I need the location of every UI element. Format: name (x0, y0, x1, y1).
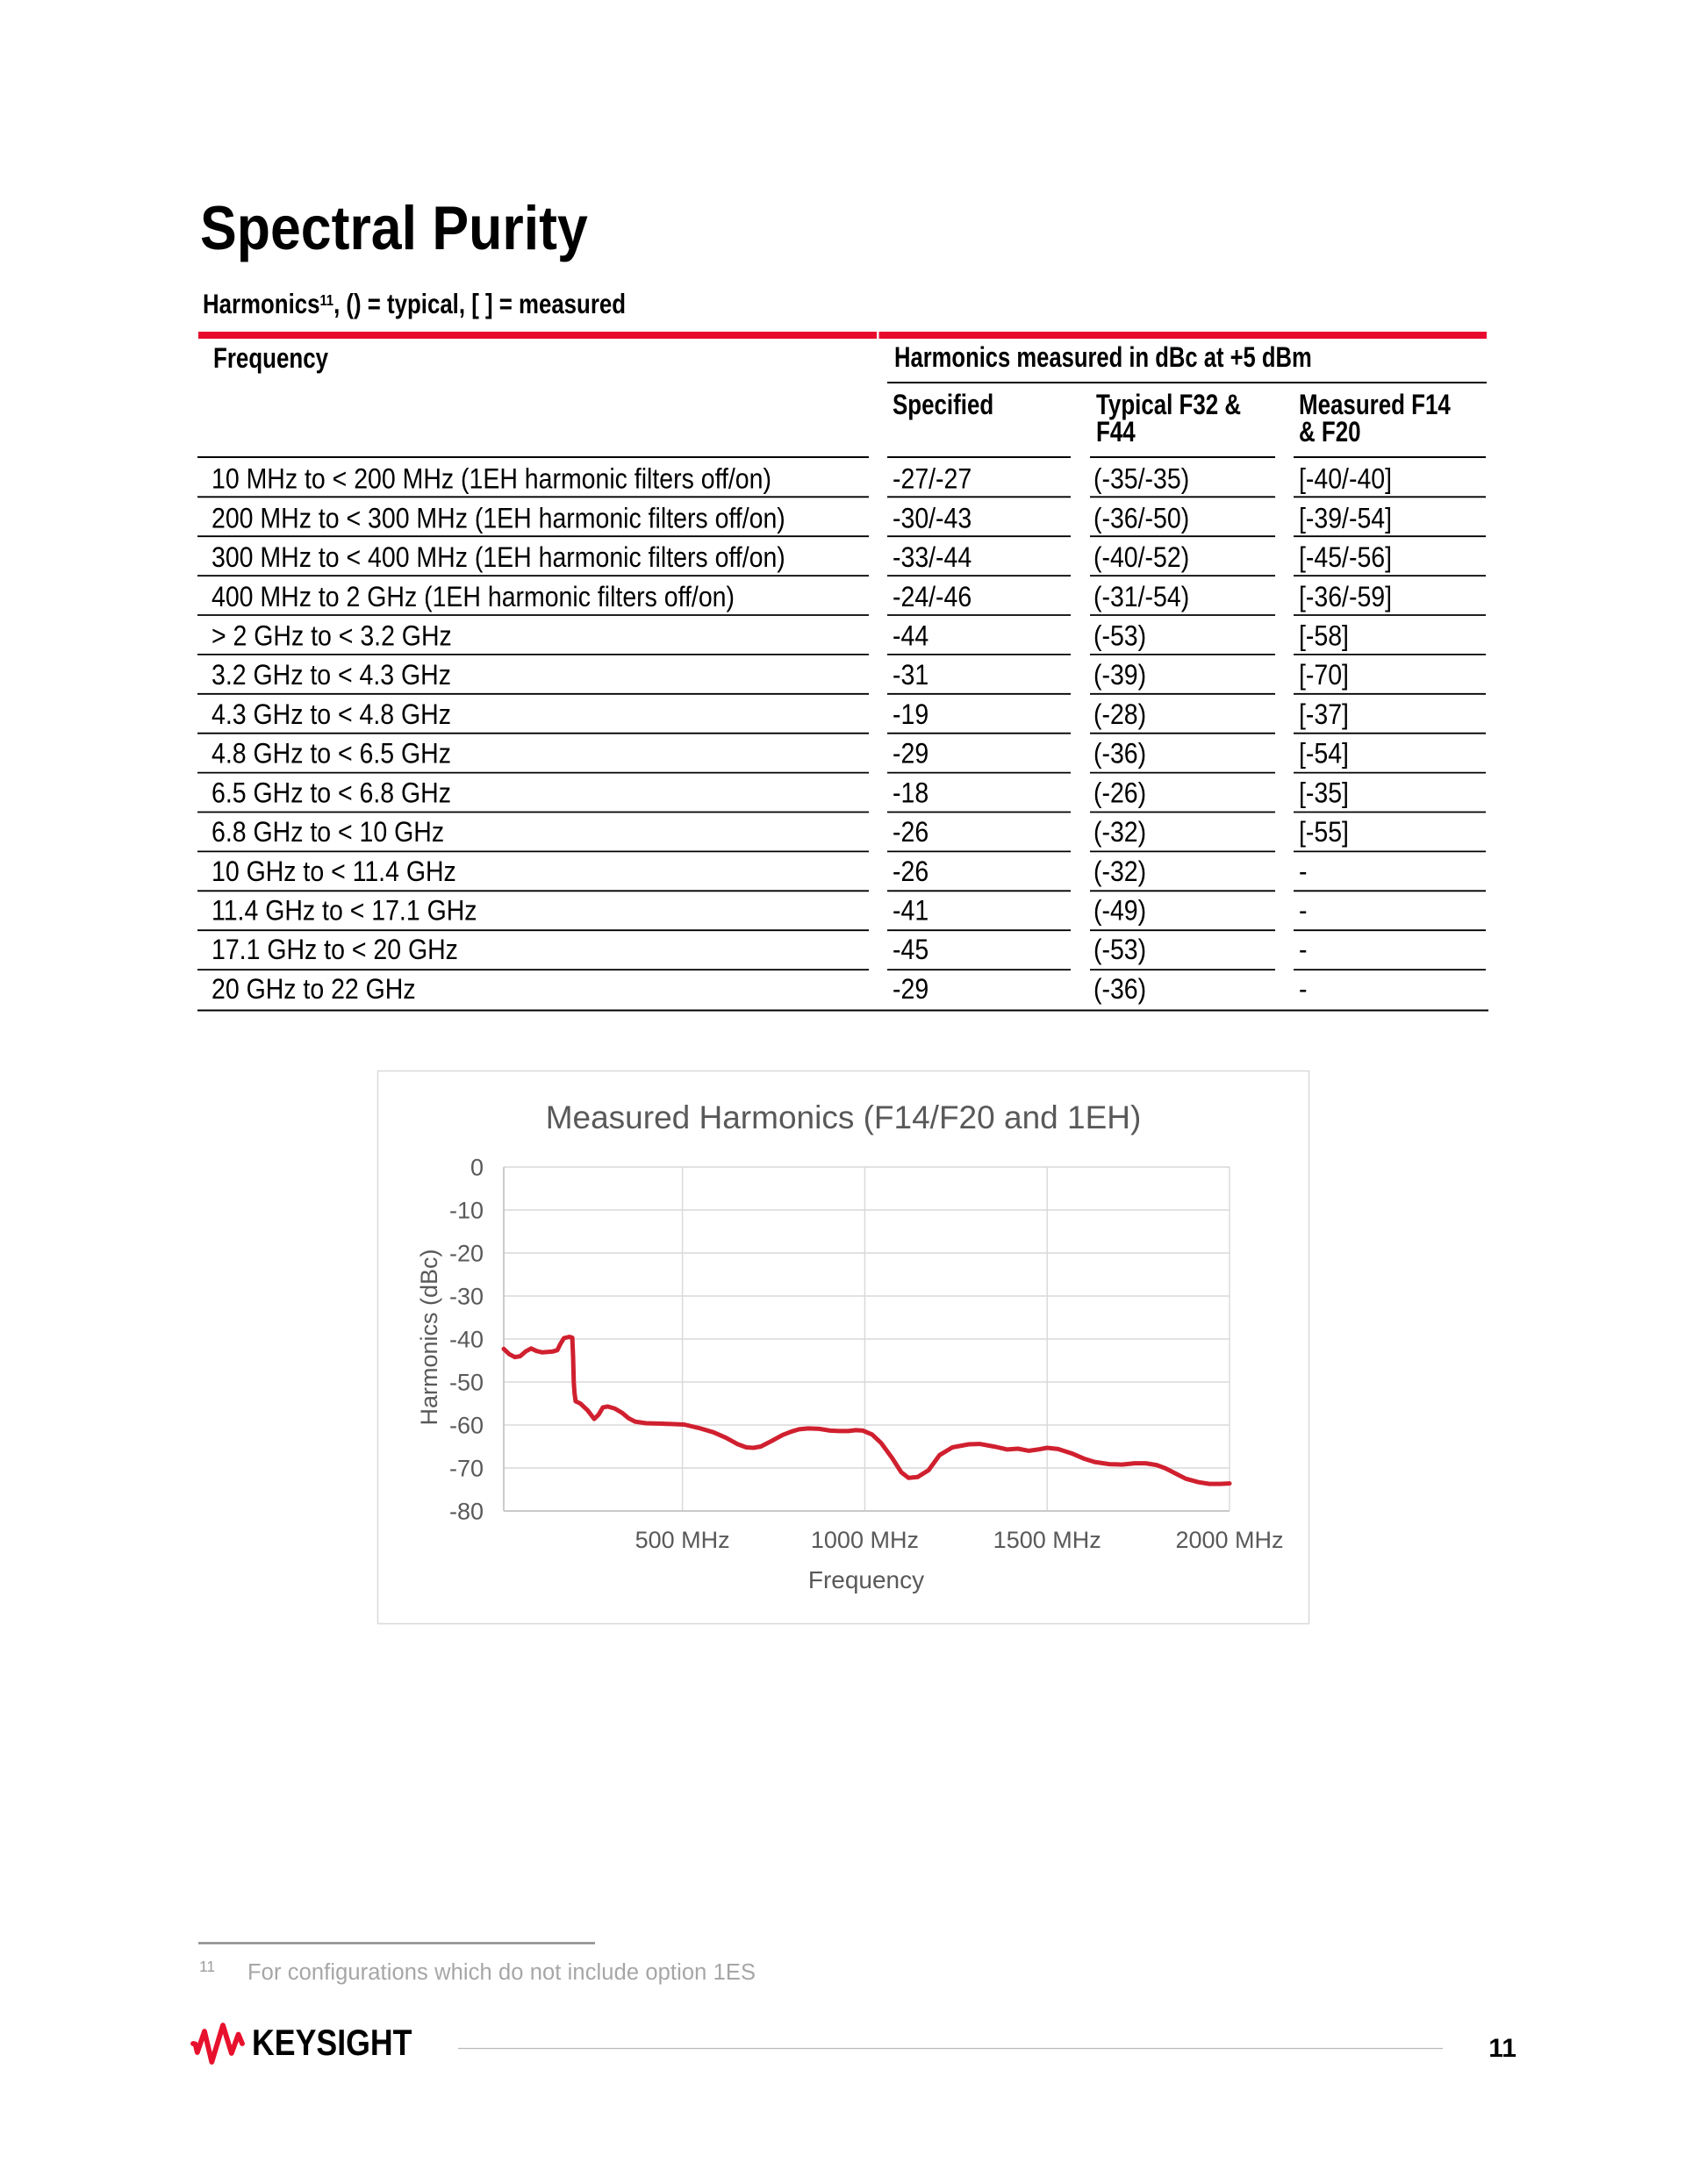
svg-text:2000 MHz: 2000 MHz (1175, 1527, 1283, 1553)
svg-text:300 MHz to < 400 MHz (1EH harm: 300 MHz to < 400 MHz (1EH harmonic filte… (212, 543, 785, 574)
svg-text:-26: -26 (893, 818, 929, 849)
svg-text:4.8 GHz to < 6.5 GHz: 4.8 GHz to < 6.5 GHz (212, 739, 451, 770)
svg-text:-30: -30 (449, 1284, 484, 1310)
svg-text:Harmonics11, () = typical, [ ]: Harmonics11, () = typical, [ ] = measure… (203, 290, 626, 320)
svg-text:1000 MHz: 1000 MHz (811, 1527, 919, 1553)
svg-text:-: - (1299, 935, 1307, 966)
svg-text:-29: -29 (893, 974, 929, 1005)
svg-text:200 MHz to < 300 MHz (1EH harm: 200 MHz to < 300 MHz (1EH harmonic filte… (212, 504, 785, 534)
svg-text:-45: -45 (893, 935, 929, 966)
svg-text:-: - (1299, 974, 1307, 1005)
svg-text:[-36/-59]: [-36/-59] (1299, 582, 1392, 612)
svg-text:KEYSIGHT: KEYSIGHT (252, 2023, 412, 2063)
svg-text:-24/-46: -24/-46 (893, 582, 972, 612)
svg-text:F44: F44 (1096, 418, 1136, 448)
svg-text:10 GHz to < 11.4 GHz: 10 GHz to < 11.4 GHz (212, 856, 456, 887)
svg-text:[-35]: [-35] (1299, 778, 1349, 809)
svg-text:-20: -20 (449, 1241, 484, 1267)
svg-text:(-31/-54): (-31/-54) (1093, 582, 1189, 612)
svg-text:& F20: & F20 (1299, 418, 1361, 448)
svg-text:Frequency: Frequency (808, 1566, 924, 1593)
svg-text:[-55]: [-55] (1299, 818, 1349, 849)
svg-text:-29: -29 (893, 739, 929, 770)
svg-text:Harmonics measured in dBc at +: Harmonics measured in dBc at +5 dBm (894, 342, 1312, 373)
svg-text:-18: -18 (893, 778, 929, 809)
svg-text:Specified: Specified (893, 390, 993, 421)
svg-text:1500 MHz: 1500 MHz (993, 1527, 1101, 1553)
svg-text:500 MHz: 500 MHz (635, 1527, 730, 1553)
svg-text:-70: -70 (449, 1456, 484, 1482)
svg-text:10 MHz to < 200 MHz (1EH harmo: 10 MHz to < 200 MHz (1EH harmonic filter… (212, 464, 771, 495)
svg-text:For configurations which do no: For configurations which do not include … (247, 1960, 756, 1985)
svg-text:(-53): (-53) (1093, 621, 1146, 652)
svg-text:Spectral Purity: Spectral Purity (200, 195, 588, 263)
svg-text:-27/-27: -27/-27 (893, 464, 972, 495)
svg-text:-10: -10 (449, 1198, 484, 1224)
svg-text:> 2 GHz to < 3.2 GHz: > 2 GHz to < 3.2 GHz (212, 621, 452, 652)
svg-text:Typical F32 &: Typical F32 & (1096, 390, 1241, 421)
svg-text:(-40/-52): (-40/-52) (1093, 543, 1189, 574)
svg-text:[-45/-56]: [-45/-56] (1299, 543, 1392, 574)
svg-text:[-40/-40]: [-40/-40] (1299, 464, 1392, 495)
svg-text:-33/-44: -33/-44 (893, 543, 972, 574)
svg-text:-80: -80 (449, 1499, 484, 1525)
svg-text:(-39): (-39) (1093, 661, 1146, 691)
svg-text:(-53): (-53) (1093, 935, 1146, 966)
svg-text:17.1 GHz to < 20 GHz: 17.1 GHz to < 20 GHz (212, 935, 458, 966)
svg-text:(-32): (-32) (1093, 818, 1146, 849)
svg-text:(-32): (-32) (1093, 856, 1146, 887)
svg-text:Measured F14: Measured F14 (1299, 390, 1452, 421)
svg-text:(-36): (-36) (1093, 974, 1146, 1005)
svg-text:0: 0 (470, 1155, 484, 1181)
svg-text:Frequency: Frequency (213, 344, 329, 375)
svg-text:Harmonics (dBc): Harmonics (dBc) (416, 1249, 442, 1425)
svg-text:[-70]: [-70] (1299, 661, 1349, 691)
svg-text:Measured Harmonics (F14/F20 an: Measured Harmonics (F14/F20 and 1EH) (546, 1099, 1142, 1135)
svg-text:-31: -31 (893, 661, 929, 691)
svg-text:(-36/-50): (-36/-50) (1093, 504, 1189, 534)
svg-text:11: 11 (199, 1958, 215, 1975)
svg-text:-60: -60 (449, 1413, 484, 1439)
svg-text:-: - (1299, 856, 1307, 887)
svg-text:[-54]: [-54] (1299, 739, 1349, 770)
svg-text:11.4 GHz to < 17.1 GHz: 11.4 GHz to < 17.1 GHz (212, 896, 477, 927)
svg-text:[-58]: [-58] (1299, 621, 1349, 652)
svg-text:-50: -50 (449, 1370, 484, 1396)
svg-text:4.3 GHz to < 4.8 GHz: 4.3 GHz to < 4.8 GHz (212, 699, 451, 730)
svg-text:6.8 GHz to < 10 GHz: 6.8 GHz to < 10 GHz (212, 818, 444, 849)
svg-text:(-36): (-36) (1093, 739, 1146, 770)
svg-text:(-28): (-28) (1093, 699, 1146, 730)
svg-text:-40: -40 (449, 1327, 484, 1353)
svg-text:-: - (1299, 896, 1307, 927)
svg-text:-30/-43: -30/-43 (893, 504, 972, 534)
svg-text:3.2 GHz to < 4.3 GHz: 3.2 GHz to < 4.3 GHz (212, 661, 451, 691)
svg-text:[-37]: [-37] (1299, 699, 1349, 730)
svg-text:[-39/-54]: [-39/-54] (1299, 504, 1392, 534)
svg-text:11: 11 (1488, 2034, 1516, 2063)
svg-text:-44: -44 (893, 621, 929, 652)
svg-text:(-49): (-49) (1093, 896, 1146, 927)
svg-text:400 MHz to 2 GHz (1EH harmonic: 400 MHz to 2 GHz (1EH harmonic filters o… (212, 582, 735, 612)
svg-text:20 GHz to 22 GHz: 20 GHz to 22 GHz (212, 974, 416, 1005)
svg-text:-41: -41 (893, 896, 929, 927)
svg-text:6.5 GHz to < 6.8 GHz: 6.5 GHz to < 6.8 GHz (212, 778, 451, 809)
svg-text:(-26): (-26) (1093, 778, 1146, 809)
svg-text:-19: -19 (893, 699, 929, 730)
svg-text:(-35/-35): (-35/-35) (1093, 464, 1189, 495)
svg-text:-26: -26 (893, 856, 929, 887)
